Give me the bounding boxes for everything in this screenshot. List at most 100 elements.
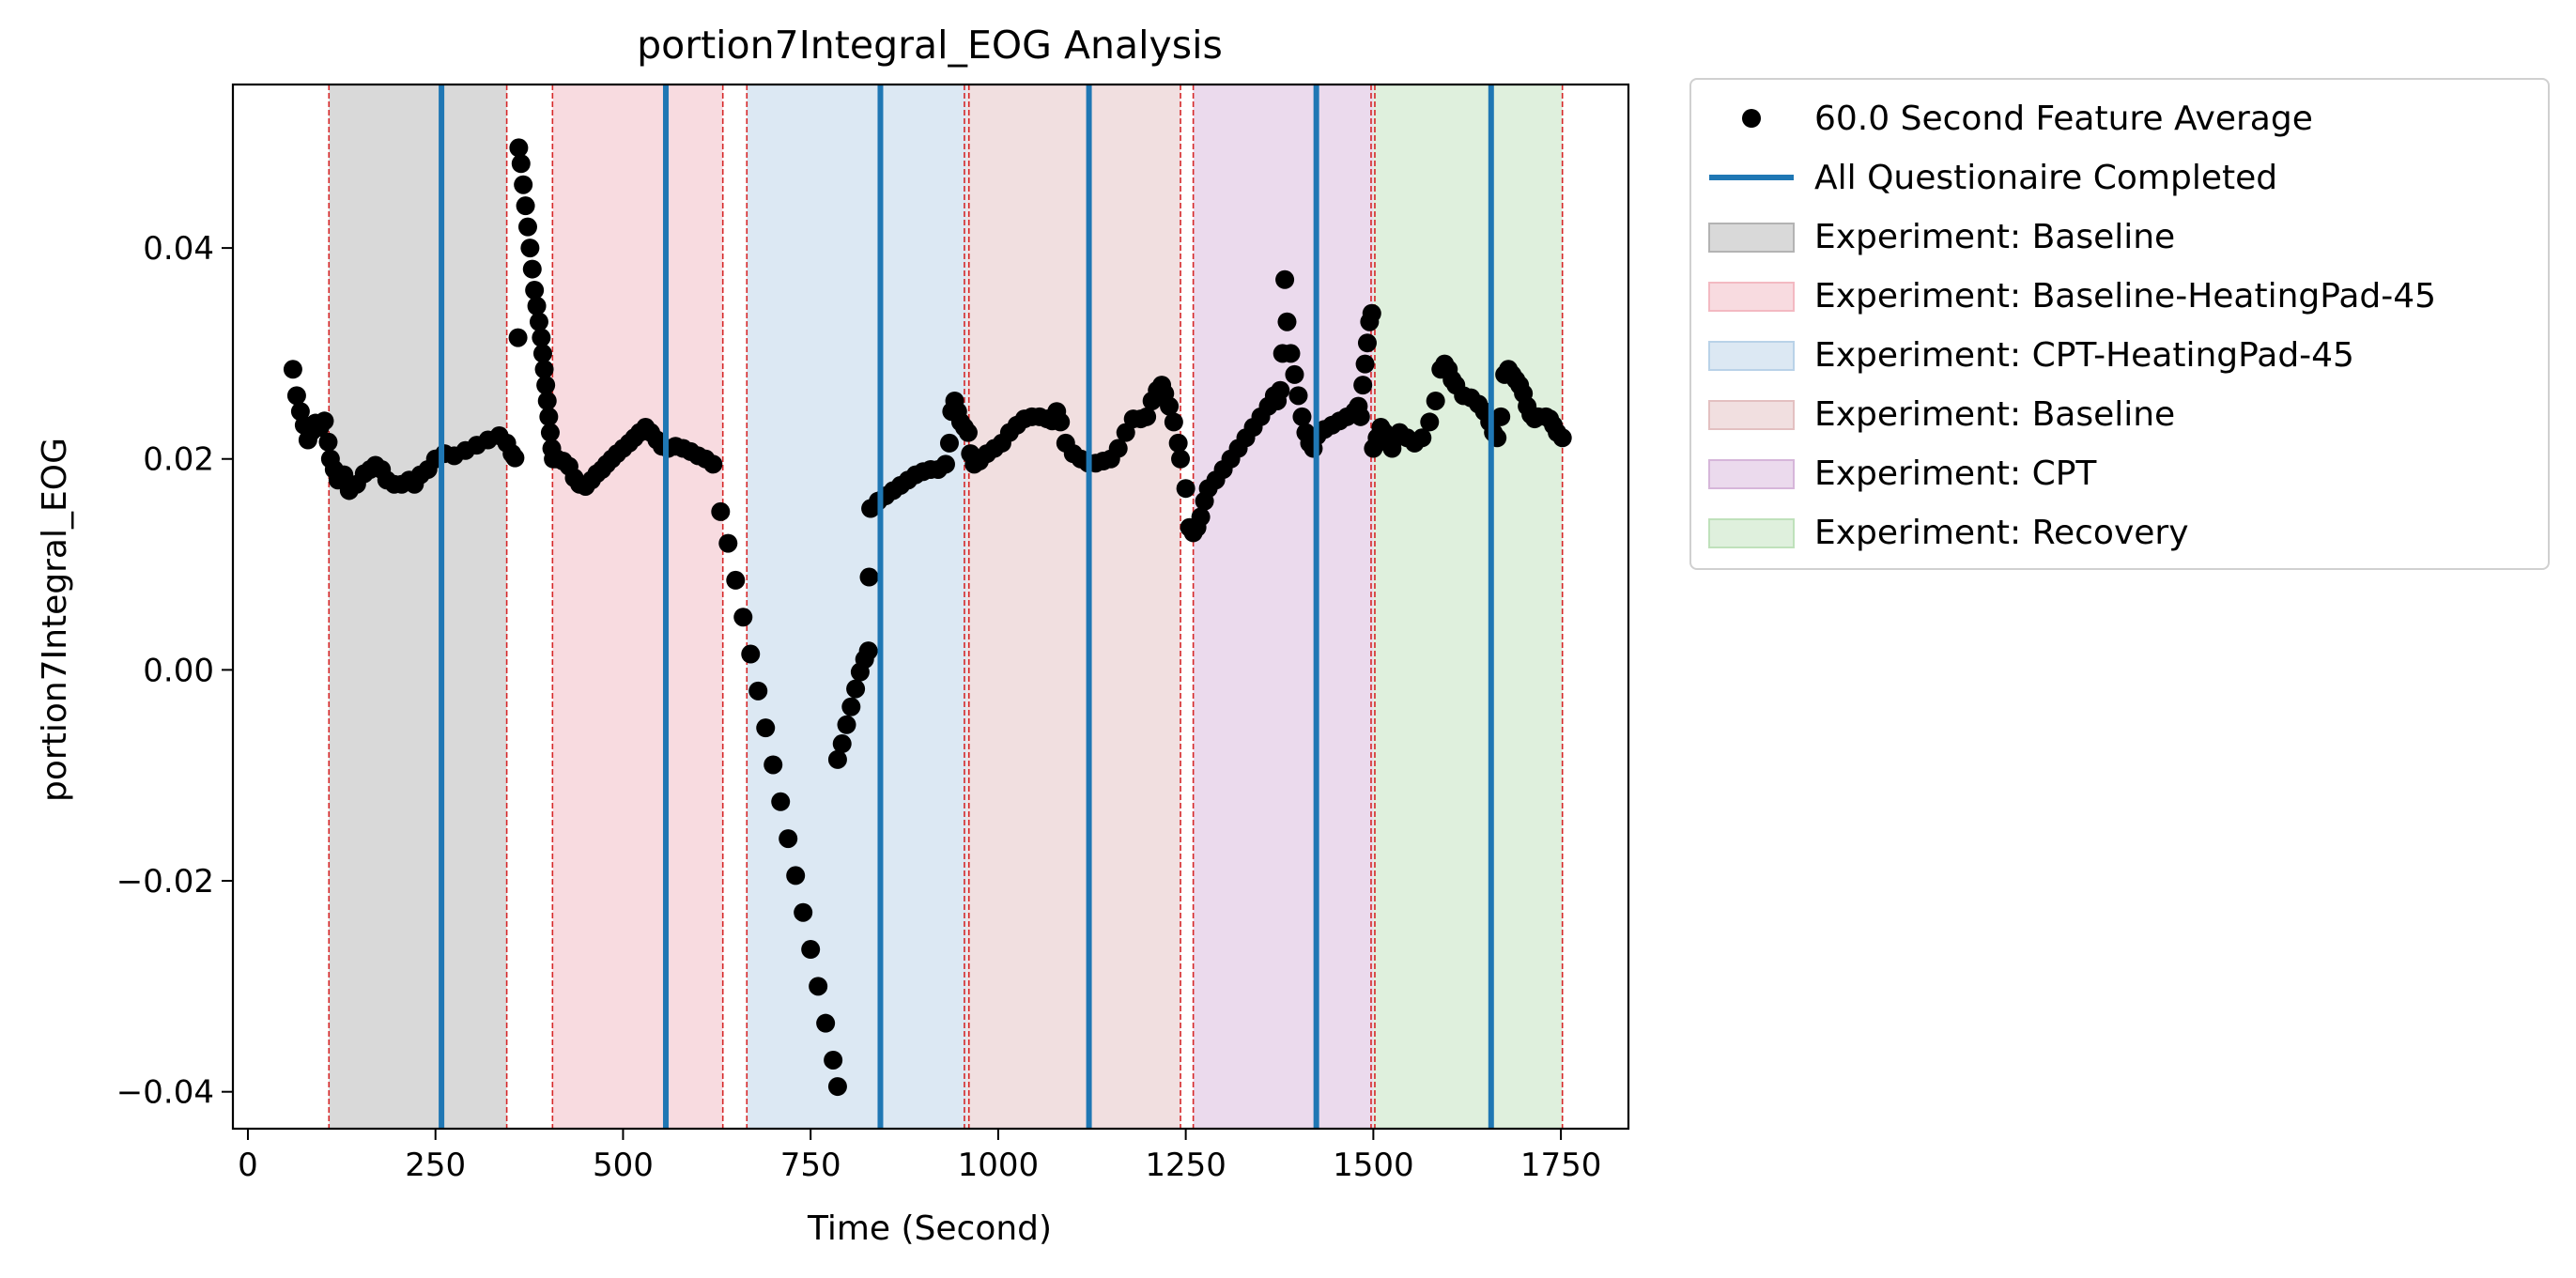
x-tick-label: 250 (405, 1147, 466, 1184)
data-point (1137, 407, 1157, 426)
data-point (726, 570, 746, 590)
data-point (1292, 407, 1312, 426)
data-point (1171, 449, 1191, 469)
data-point (1362, 303, 1381, 323)
legend-swatch (1708, 223, 1795, 253)
data-point (711, 501, 731, 521)
region-2 (552, 85, 723, 1129)
data-point (509, 138, 529, 158)
data-point (1051, 412, 1071, 432)
data-point (935, 454, 955, 474)
data-point (832, 734, 852, 754)
data-point (1116, 423, 1135, 442)
region-boundaries (328, 85, 1564, 1129)
data-point (1160, 396, 1180, 416)
y-tick-label: 0.02 (143, 441, 214, 479)
data-point (756, 718, 776, 738)
legend-label: Experiment: Baseline (1814, 218, 2175, 256)
data-point (1285, 364, 1304, 384)
x-axis-label: Time (Second) (807, 1209, 1052, 1248)
data-point (1491, 407, 1511, 426)
data-point (539, 407, 559, 426)
legend-swatch (1708, 459, 1795, 489)
y-axis-label: portion7Integral_EOG (36, 438, 74, 802)
data-point (764, 755, 783, 775)
legend-frame (1689, 78, 2550, 570)
data-point (1108, 439, 1128, 458)
x-tick-label: 1000 (958, 1147, 1040, 1184)
y-tick-label: −0.04 (116, 1074, 214, 1112)
data-point (718, 533, 738, 553)
data-point (527, 296, 547, 316)
data-point (858, 641, 878, 661)
data-point (1350, 407, 1370, 426)
data-point (824, 1050, 843, 1070)
data-point (1412, 428, 1432, 448)
data-point (517, 217, 537, 237)
data-point (733, 608, 753, 627)
data-point (536, 376, 556, 395)
legend-swatch (1708, 518, 1795, 548)
data-point (1357, 333, 1377, 353)
data-point (537, 391, 557, 410)
data-point (801, 940, 821, 960)
legend-label: All Questionaire Completed (1814, 159, 2277, 197)
legend-label: Experiment: Baseline (1814, 395, 2175, 434)
data-point (532, 344, 552, 363)
data-point (841, 697, 861, 716)
region-1 (329, 85, 507, 1129)
data-point (1168, 433, 1188, 453)
legend-label: Experiment: CPT (1814, 454, 2097, 493)
questionnaire-lines (439, 85, 1494, 1129)
data-point (511, 154, 531, 174)
legend-label: Experiment: Baseline-HeatingPad-45 (1814, 277, 2436, 316)
data-point (1277, 312, 1297, 331)
data-point (529, 312, 548, 331)
legend-label: 60.0 Second Feature Average (1814, 100, 2313, 138)
plot-frame (231, 83, 1630, 1131)
data-point (958, 423, 978, 442)
data-point (859, 567, 879, 587)
data-point (1176, 479, 1195, 499)
legend-items: 60.0 Second Feature Average All Questiona… (1708, 100, 2436, 552)
x-tick-label: 1500 (1333, 1147, 1414, 1184)
data-point (827, 749, 847, 769)
data-point (315, 411, 334, 431)
data-point (741, 644, 761, 664)
data-point (516, 196, 535, 216)
data-point (522, 259, 542, 279)
data-point (1420, 412, 1440, 432)
data-point (786, 866, 806, 885)
data-point (508, 328, 528, 347)
x-tick-label: 1250 (1145, 1147, 1226, 1184)
legend-swatch (1708, 341, 1795, 371)
region-6 (1373, 85, 1563, 1129)
data-point (846, 679, 866, 699)
region-3 (747, 85, 967, 1129)
data-point (514, 175, 533, 194)
data-point (1191, 507, 1211, 527)
data-point (1275, 269, 1295, 289)
data-point (1288, 386, 1308, 406)
legend-label: Experiment: Recovery (1814, 514, 2189, 552)
region-4 (966, 85, 1181, 1129)
data-point (532, 328, 551, 347)
region-5 (1193, 85, 1374, 1129)
data-point (1552, 428, 1572, 448)
data-point (816, 1013, 836, 1033)
data-point (1426, 391, 1445, 410)
data-point (939, 433, 959, 453)
x-tick-label: 1750 (1520, 1147, 1602, 1184)
data-point (525, 281, 545, 300)
data-point (286, 386, 306, 406)
legend-label: Experiment: CPT-HeatingPad-45 (1814, 336, 2354, 375)
data-point (534, 360, 554, 379)
data-point (1271, 380, 1290, 400)
y-tick-label: 0.00 (143, 652, 214, 689)
data-point (318, 432, 338, 452)
data-point (827, 1077, 847, 1097)
legend-swatch (1708, 282, 1795, 312)
data-point (837, 715, 856, 734)
y-axis-ticks: −0.04 −0.02 0.00 0.02 0.04 (116, 230, 233, 1112)
